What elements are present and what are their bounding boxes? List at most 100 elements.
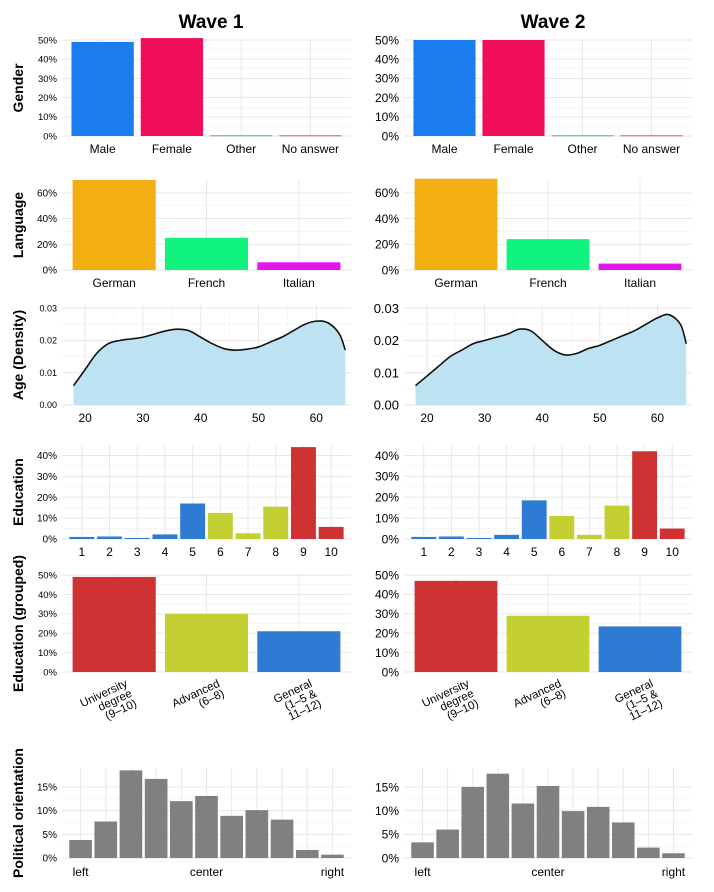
political-bar [295, 849, 319, 858]
language-ytick-label: 0% [43, 266, 58, 277]
education-row-label: Education [10, 458, 26, 526]
gender-panel-1: 0% 10% 20% 30% 40% 50% Male Female Other No answe… [38, 35, 351, 156]
wave-1-title: Wave 1 [179, 12, 244, 33]
political-bar [637, 847, 660, 858]
political-bar [245, 810, 269, 858]
language-ytick-label: 20% [37, 240, 57, 251]
education-bar [632, 451, 658, 539]
language-ytick-label: 60% [37, 188, 57, 199]
gender-ytick-label: 20% [38, 93, 58, 104]
language-bar [414, 178, 498, 270]
age-xtick-label: 30 [136, 411, 150, 425]
education-ytick-label: 30% [375, 470, 399, 484]
language-row-label: Language [10, 192, 26, 258]
age-density-area [73, 320, 346, 405]
education-xtick-label: 6 [558, 545, 565, 559]
language-xtick-label: French [529, 276, 566, 290]
age-ytick-label: 0.03 [39, 303, 57, 313]
education-bar [659, 528, 685, 539]
political-bar [536, 786, 560, 858]
political-bar [662, 853, 685, 858]
language-bar [164, 237, 249, 270]
education-ytick-label: 0% [43, 535, 58, 546]
age-xtick-label: 40 [194, 411, 208, 425]
gender-xtick-label: Male [90, 142, 116, 156]
political-bar [436, 829, 459, 858]
political-bar [611, 822, 635, 858]
age-xtick-label: 20 [78, 411, 92, 425]
education-xtick-label: 3 [134, 545, 141, 559]
education-ytick-label: 10% [375, 511, 399, 525]
age-xtick-label: 20 [420, 411, 434, 425]
gender-ytick-label: 10% [38, 112, 58, 123]
education-xtick-label: 9 [300, 545, 307, 559]
education-bar [411, 536, 437, 539]
education_grouped-bar [72, 576, 156, 672]
gender-xtick-label: Male [431, 142, 457, 156]
education-panel-1: 0% 10% 20% 30% 40% 1 2 3 4 5 6 7 8 9 10 [37, 445, 351, 559]
political-xtick-label: left [73, 865, 90, 879]
age-xtick-label: 50 [593, 411, 607, 425]
age-row-label: Age (Density) [10, 310, 26, 400]
language-panel-2: 0% 20% 40% 60% German French Italian [375, 178, 692, 290]
education_grouped-bar [257, 631, 341, 672]
education_grouped-bar [414, 580, 498, 672]
education-bar [466, 537, 492, 539]
political-bar [94, 821, 118, 858]
education-bar [180, 503, 206, 539]
education_grouped-row-label: Education (grouped) [10, 555, 26, 692]
education_grouped-xtick-label: Advanced(6–8) [512, 678, 568, 721]
education_grouped-ytick-label: 50% [38, 570, 58, 581]
education-xtick-label: 2 [448, 545, 455, 559]
education-bar [604, 505, 630, 539]
political-ytick-label: 10% [37, 806, 57, 817]
political-panel-2: 0% 5% 10% 15% left center right [375, 768, 692, 879]
education_grouped-ytick-label: 30% [375, 607, 399, 621]
gender-ytick-label: 40% [38, 55, 58, 66]
political-bar [561, 811, 585, 858]
education-ytick-label: 20% [375, 491, 399, 505]
education_grouped-xtick-label: Advanced(6–8) [170, 678, 226, 721]
education_grouped-bar [164, 613, 249, 672]
education-bar [152, 534, 178, 539]
education-xtick-label: 4 [162, 545, 169, 559]
political-bar [511, 803, 535, 858]
education_grouped-xtick-label: General(1–5 &11–12) [613, 678, 665, 726]
education_grouped-xtick-label: General(1–5 &11–12) [272, 678, 324, 726]
age-density-line [415, 313, 688, 387]
gender-xtick-label: Other [226, 142, 256, 156]
education-xtick-label: 7 [245, 545, 252, 559]
education-ytick-label: 30% [37, 472, 57, 483]
education-bar [235, 533, 261, 539]
gender-bar [620, 135, 683, 137]
education-xtick-label: 8 [272, 545, 279, 559]
age-xtick-label: 60 [310, 411, 324, 425]
political-ytick-label: 5% [382, 828, 400, 842]
age-panel-2: 0.00 0.01 0.02 0.03 20 30 40 50 60 [374, 301, 692, 425]
language-ytick-label: 0% [382, 263, 400, 277]
gender-row-label: Gender [10, 63, 26, 113]
gender-ytick-label: 30% [375, 72, 399, 86]
education-bar [124, 537, 150, 539]
gender-xtick-label: No answer [282, 142, 339, 156]
age-ytick-label: 0.00 [39, 400, 57, 410]
education-xtick-label: 7 [586, 545, 593, 559]
age-xtick-label: 40 [536, 411, 550, 425]
education-bar [290, 447, 316, 539]
education_grouped-xtick-label: Universitydegree(9–10) [79, 678, 139, 730]
language-ytick-label: 40% [375, 212, 399, 226]
political-bar [461, 786, 485, 858]
education-ytick-label: 20% [37, 493, 57, 504]
education_grouped-xtick-label: Universitydegree(9–10) [420, 678, 480, 730]
political-xtick-label: right [321, 865, 345, 879]
gender-ytick-label: 0% [382, 129, 400, 143]
political-bar [69, 840, 92, 858]
education-bar [549, 516, 575, 539]
age-panel-1: 0.00 0.01 0.02 0.03 20 30 40 50 60 [39, 303, 351, 425]
political-ytick-label: 0% [382, 851, 400, 865]
gender-ytick-label: 0% [43, 131, 57, 142]
gender-bar [71, 41, 134, 136]
age-xtick-label: 50 [252, 411, 266, 425]
age-density-line [72, 320, 346, 387]
